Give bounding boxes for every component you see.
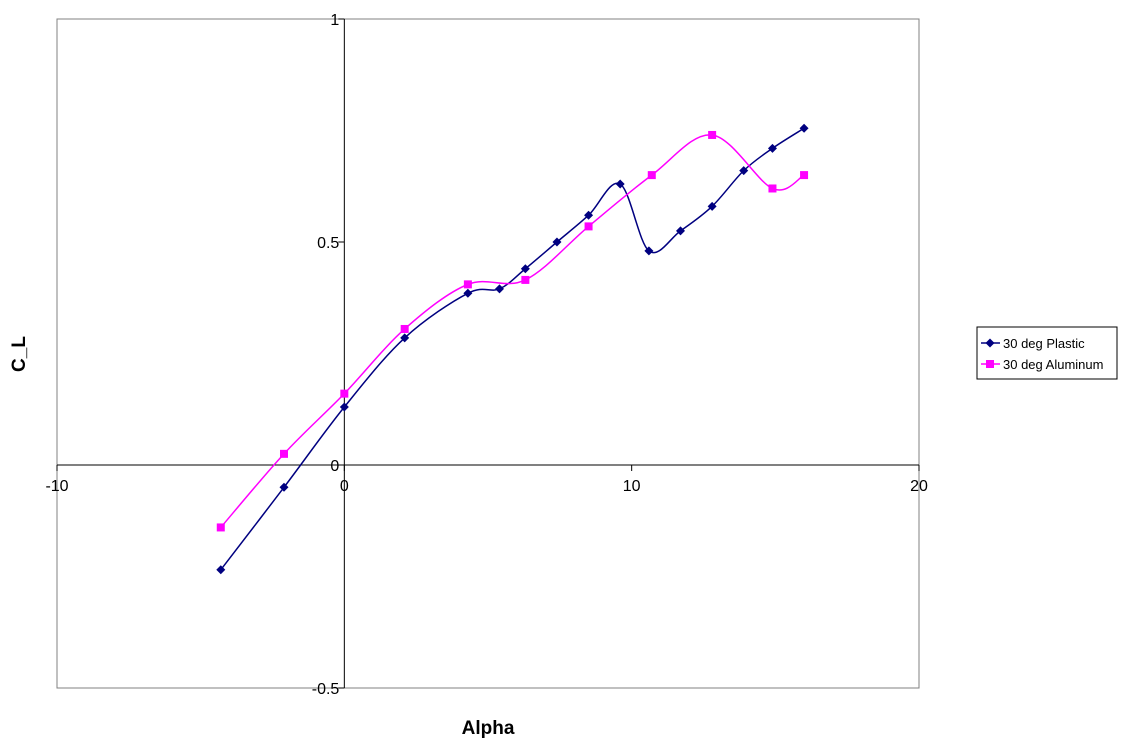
- legend-label: 30 deg Plastic: [1003, 336, 1085, 351]
- data-point: [767, 143, 777, 153]
- x-tick-label: -10: [45, 478, 68, 495]
- data-point: [800, 171, 809, 180]
- series-layer: [216, 123, 809, 575]
- data-point: [739, 166, 749, 176]
- data-point: [707, 201, 717, 211]
- data-point: [584, 222, 593, 231]
- data-point: [521, 275, 530, 284]
- tick-labels: -10 0 10 20 -0.5 0 0.5 1: [45, 12, 928, 698]
- data-point: [799, 123, 809, 133]
- legend: 30 deg Plastic 30 deg Aluminum: [976, 326, 1118, 380]
- y-tick-label: 0.5: [317, 235, 339, 252]
- series-2: [216, 130, 809, 532]
- legend-box: [976, 326, 1118, 380]
- data-point: [216, 523, 225, 532]
- data-point: [768, 184, 777, 193]
- y-tick-label: 0: [330, 458, 339, 475]
- data-point: [615, 179, 625, 189]
- axes: [56, 18, 920, 689]
- data-point: [463, 280, 472, 289]
- series-1: [216, 123, 809, 575]
- x-tick-label: 10: [623, 478, 641, 495]
- data-point: [339, 402, 349, 412]
- plot-area: [56, 18, 920, 689]
- legend-entry: 30 deg Aluminum: [981, 357, 1103, 372]
- data-point: [552, 237, 562, 247]
- data-point: [644, 246, 654, 256]
- y-tick-label: -0.5: [312, 681, 340, 698]
- legend-marker: [985, 338, 995, 348]
- data-point: [279, 482, 289, 492]
- data-point: [676, 226, 686, 236]
- data-point: [216, 565, 226, 575]
- x-tick-label: 0: [340, 478, 349, 495]
- y-axis-title: C_L: [9, 336, 30, 372]
- data-point: [340, 389, 349, 398]
- y-tick-label: 1: [330, 12, 339, 29]
- x-axis-title: Alpha: [462, 718, 515, 739]
- data-point: [584, 210, 594, 220]
- x-tick-label: 20: [910, 478, 928, 495]
- legend-entry: 30 deg Plastic: [981, 336, 1085, 351]
- data-point: [647, 171, 656, 180]
- legend-marker: [986, 360, 994, 368]
- data-point: [708, 130, 717, 139]
- data-point: [400, 333, 410, 343]
- legend-entries: 30 deg Plastic 30 deg Aluminum: [981, 336, 1103, 372]
- data-point: [494, 284, 504, 294]
- legend-label: 30 deg Aluminum: [1003, 357, 1103, 372]
- data-point: [400, 324, 409, 333]
- data-point: [520, 264, 530, 274]
- data-point: [463, 288, 473, 298]
- data-point: [279, 449, 288, 458]
